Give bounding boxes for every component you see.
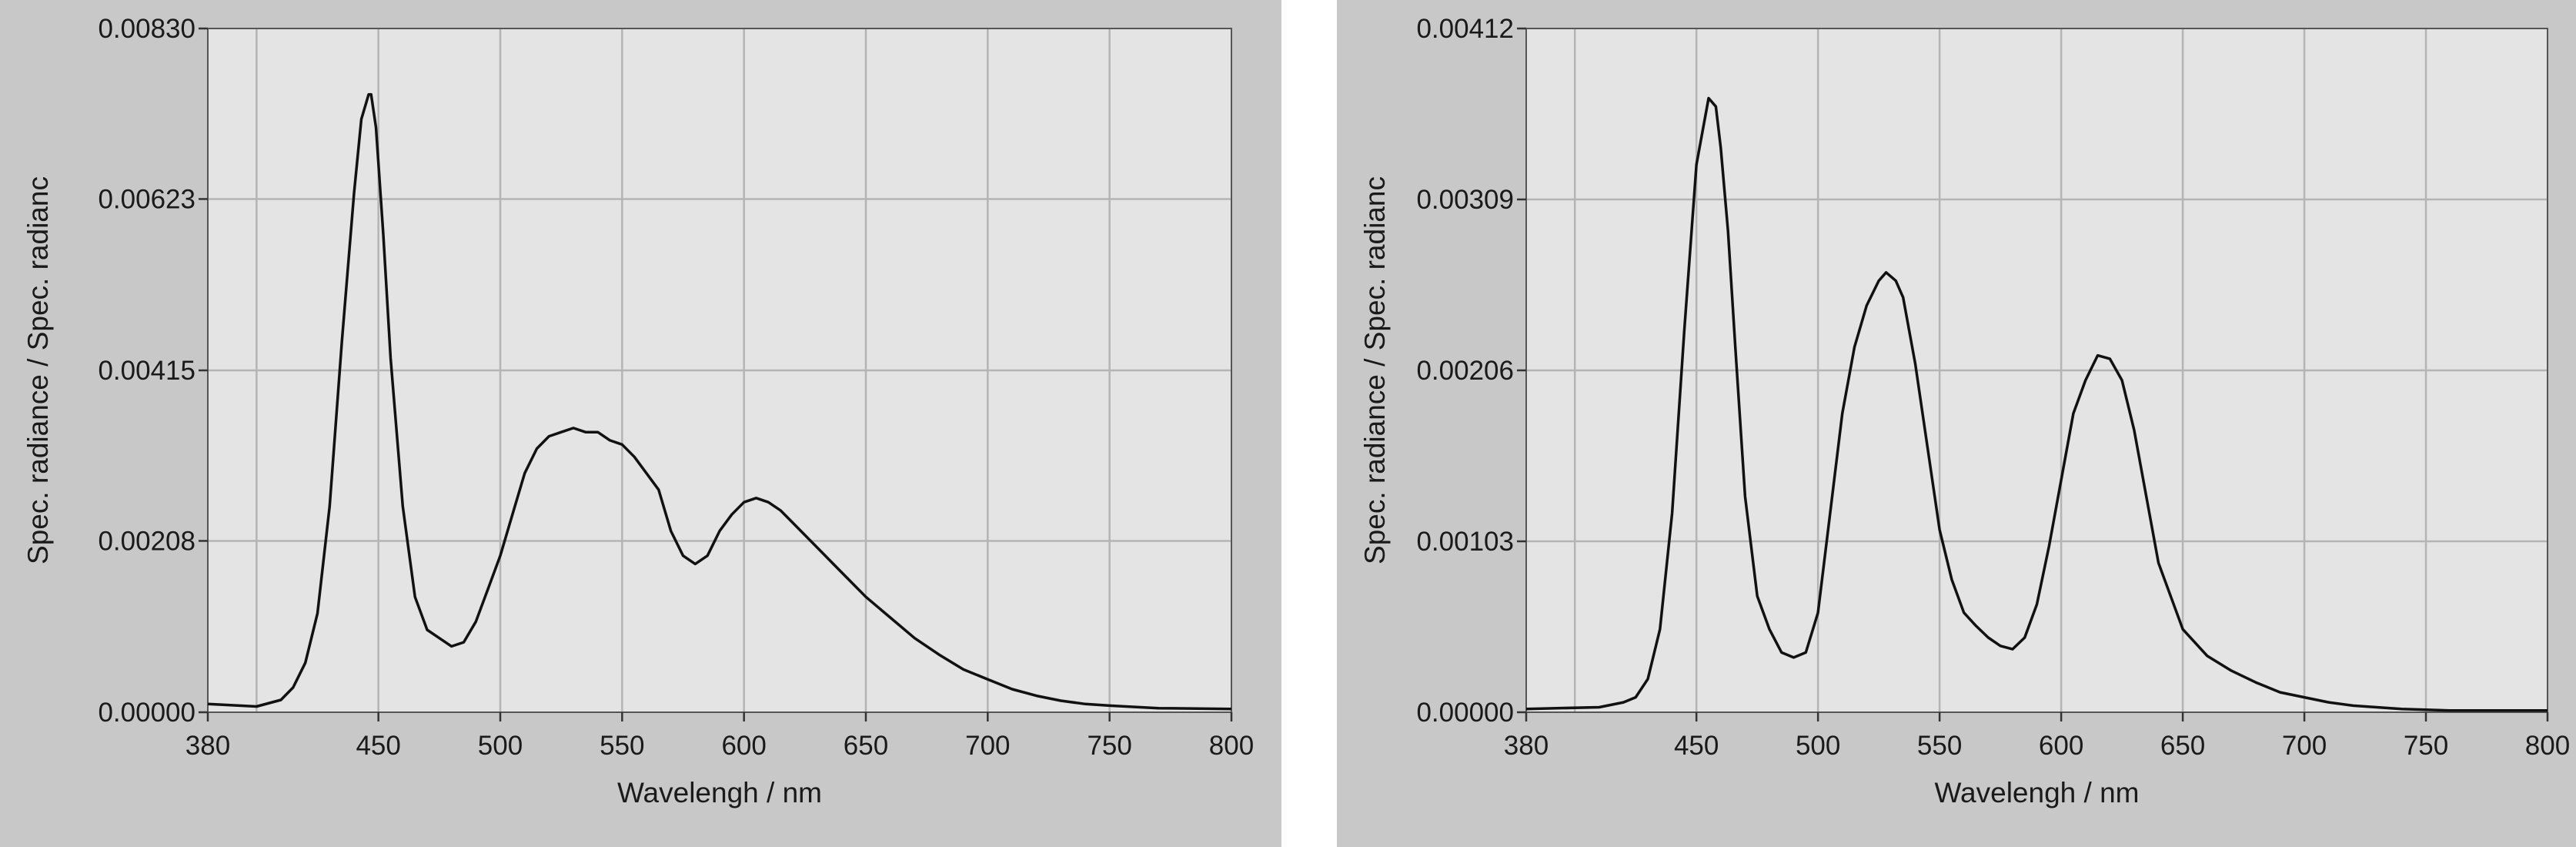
y-tick-label: 0.00415 [98,356,195,386]
x-tick-label: 750 [1087,731,1131,761]
spectrum-line [207,92,1232,711]
y-tick-label: 0.00208 [98,526,195,556]
y-tick-label: 0.00103 [1416,527,1514,557]
x-tick-label: 500 [1796,731,1840,761]
x-tick-label: 650 [844,731,888,761]
x-tick-label: 600 [2039,731,2083,761]
x-tick-label: 700 [965,731,1010,761]
x-tick-label: 750 [2404,731,2448,761]
x-tick-label: 650 [2160,731,2205,761]
x-tick-label: 700 [2282,731,2327,761]
right-spectrum-chart: 0.00000 0.00103 0.00206 0.00309 0.00412 380 45… [1359,14,2570,808]
y-tick-label: 0.00309 [1416,185,1514,215]
x-tick-label: 450 [1674,731,1719,761]
x-tick-label: 800 [2525,731,2570,761]
left-chart-panel: 0.00000 0.00208 0.00415 0.00623 0.00830 380 45… [0,0,1281,847]
x-tick-label: 600 [721,731,766,761]
x-tick-label: 550 [600,731,644,761]
x-tick-label: 380 [185,731,230,761]
y-tick-label: 0.00000 [1416,698,1514,728]
y-tick-label: 0.00000 [98,698,195,728]
left-spectrum-chart: 0.00000 0.00208 0.00415 0.00623 0.00830 380 45… [22,14,1254,808]
y-tick-label: 0.00206 [1416,356,1514,386]
x-tick-label: 380 [1504,731,1549,761]
y-axis-title: Spec. radiance / Spec. radianc [1359,176,1391,564]
x-tick-label: 500 [478,731,523,761]
x-tick-label: 450 [356,731,400,761]
x-tick-label: 800 [1209,731,1254,761]
y-tick-label: 0.00623 [98,184,195,214]
x-axis-title: Wavelengh / nm [1935,777,2140,808]
x-axis-title: Wavelengh / nm [617,777,822,808]
x-tick-label: 550 [1917,731,1962,761]
spectrum-line [1525,96,2548,712]
y-tick-label: 0.00830 [98,14,195,44]
right-chart-panel: 0.00000 0.00103 0.00206 0.00309 0.00412 380 45… [1337,0,2576,847]
y-tick-label: 0.00412 [1416,14,1514,44]
y-axis-title: Spec. radiance / Spec. radianc [22,176,54,564]
